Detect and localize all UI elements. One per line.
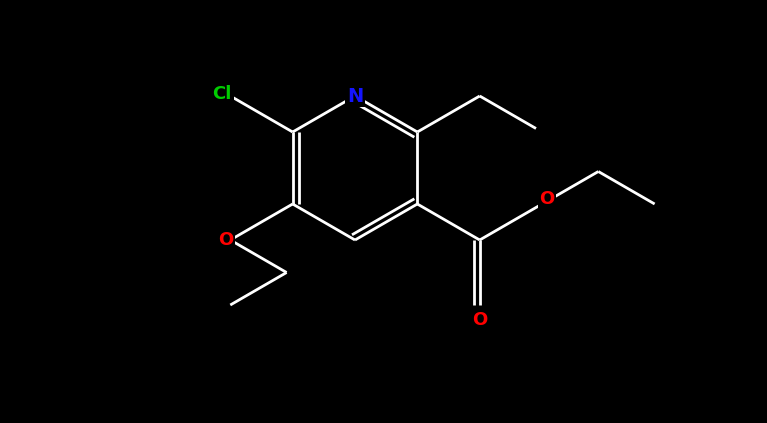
Text: O: O <box>539 190 555 208</box>
Text: Cl: Cl <box>212 85 232 103</box>
Text: O: O <box>472 311 487 329</box>
Text: N: N <box>347 86 363 105</box>
Text: O: O <box>218 231 233 249</box>
